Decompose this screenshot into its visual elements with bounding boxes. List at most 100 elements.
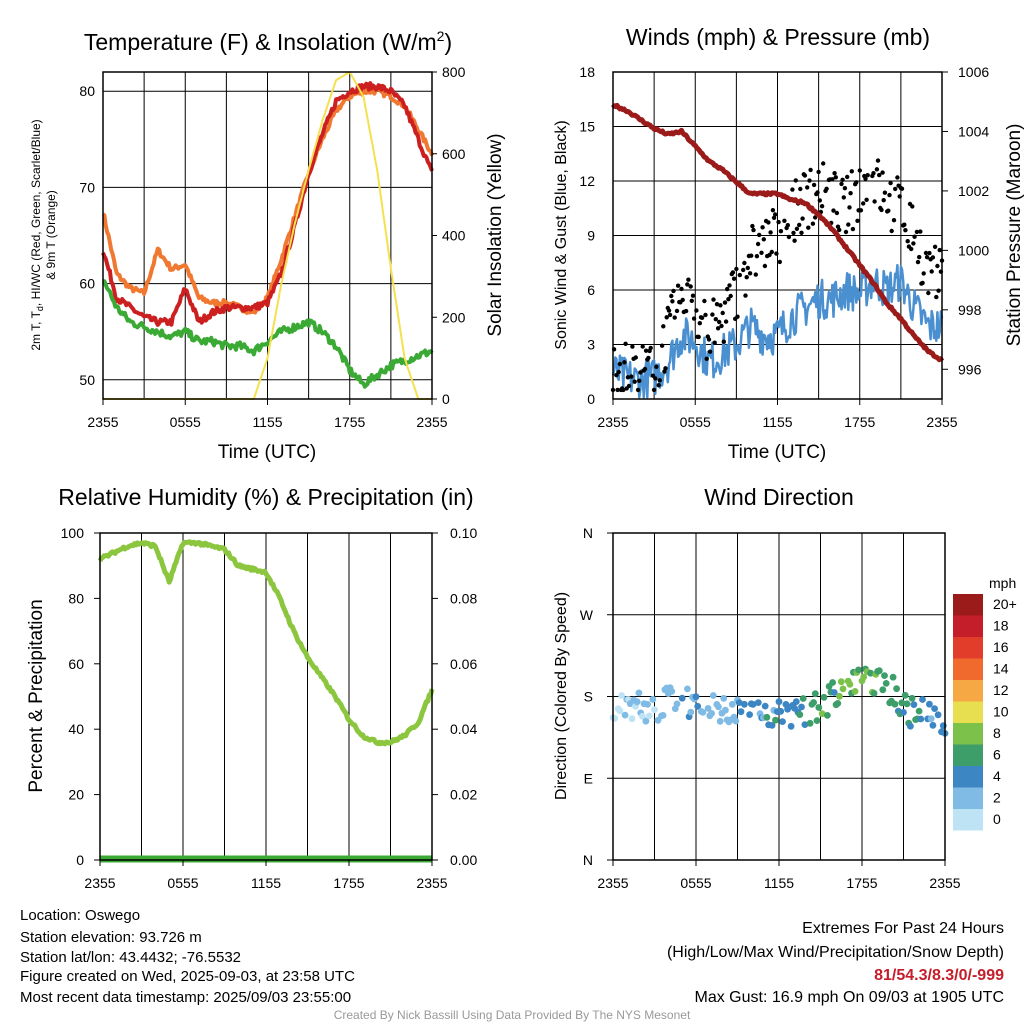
gust-point	[731, 276, 737, 281]
legend-label: 2	[993, 790, 1001, 806]
gust-point	[642, 366, 648, 372]
gust-point	[730, 270, 736, 275]
y-tick-label-right: 998	[958, 302, 982, 318]
gust-point	[630, 344, 635, 349]
gust-point	[718, 303, 723, 308]
credit-line: Created By Nick Bassill Using Data Provi…	[334, 1008, 691, 1022]
y-tick-label-left: 9	[587, 228, 595, 244]
gust-point	[924, 255, 930, 260]
gust-point	[937, 247, 942, 253]
gust-point	[741, 267, 746, 273]
direction-point	[768, 722, 776, 729]
direction-point	[910, 701, 918, 708]
humidity-panel: Relative Humidity (%) & Precipitation (i…	[26, 484, 477, 891]
gust-point	[874, 167, 880, 172]
direction-point	[633, 698, 641, 706]
gust-point	[706, 337, 712, 342]
direction-point	[815, 704, 823, 711]
info-elevation: Station elevation: 93.726 m	[20, 929, 202, 946]
y-tick-label-left: N	[583, 525, 593, 541]
gust-point	[857, 168, 862, 173]
direction-point	[801, 721, 809, 728]
direction-point	[735, 699, 743, 706]
wind-series	[610, 102, 945, 399]
direction-point	[694, 702, 702, 710]
gust-point	[794, 226, 800, 231]
gust-point	[664, 315, 669, 320]
x-tick-label: 2355	[929, 875, 960, 891]
extremes-box: Extremes For Past 24 Hours (High/Low/Max…	[667, 920, 1004, 1006]
y-tick-label-right: 1006	[958, 64, 989, 80]
gust-point	[770, 208, 776, 213]
direction-point	[830, 689, 838, 696]
direction-point	[917, 715, 925, 723]
direction-point	[836, 692, 843, 700]
gust-point	[715, 326, 721, 331]
gust-point	[749, 253, 754, 258]
gust-point	[815, 190, 820, 195]
legend-label: 16	[993, 639, 1009, 655]
gust-point	[817, 198, 822, 203]
direction-point	[837, 678, 845, 686]
y-tick-label-right: 0	[442, 391, 450, 407]
max-gust: Max Gust: 16.9 mph On 09/03 at 1905 UTC	[695, 989, 1005, 1006]
legend-swatch	[953, 680, 983, 702]
gust-point	[909, 246, 914, 252]
gust-point	[707, 349, 713, 354]
gust-point	[930, 255, 936, 260]
legend-swatch	[953, 701, 983, 723]
gust-point	[832, 171, 837, 176]
gust-point	[757, 232, 762, 238]
gust-point	[625, 375, 631, 380]
gust-point	[657, 378, 662, 383]
gust-point	[843, 229, 849, 235]
x-tick-label: 0555	[680, 414, 711, 430]
gust-point	[689, 298, 694, 303]
gust-point	[887, 192, 892, 198]
y-tick-label-left: S	[584, 689, 593, 705]
direction-point	[761, 702, 769, 710]
x-tick-label: 1755	[844, 414, 875, 430]
gust-point	[926, 290, 931, 296]
direction-point	[824, 712, 831, 719]
direction-point	[628, 715, 636, 723]
direction-series	[609, 665, 949, 737]
x-tick-label: 1155	[762, 414, 792, 430]
gust-point	[797, 222, 802, 228]
gust-point	[679, 286, 684, 292]
gust-point	[912, 234, 917, 239]
y-tick-label-right: 0.06	[450, 656, 477, 672]
direction-point	[792, 698, 800, 705]
gust-point	[714, 302, 720, 307]
direction-point	[879, 686, 887, 694]
gust-point	[805, 185, 810, 190]
x-tick-label: 2355	[87, 414, 118, 430]
x-tick-label: 2355	[926, 414, 957, 430]
gust-point	[848, 191, 853, 196]
gust-point	[663, 366, 668, 371]
gust-point	[723, 319, 729, 324]
gust-point	[834, 210, 840, 216]
direction-point	[851, 688, 859, 695]
direction-point	[882, 680, 890, 687]
gust-point	[917, 254, 922, 260]
gust-point	[747, 271, 753, 276]
extremes-subtitle: (High/Low/Max Wind/Precipitation/Snow De…	[667, 944, 1004, 961]
gust-point	[776, 219, 781, 225]
wind-title: Winds (mph) & Pressure (mb)	[626, 24, 930, 50]
direction-point	[716, 717, 724, 725]
y-tick-label-left: 60	[79, 276, 95, 292]
direction-point	[934, 711, 942, 719]
gust-point	[847, 205, 852, 210]
direction-point	[813, 717, 821, 724]
station-info: Location: Oswego Station elevation: 93.7…	[20, 907, 355, 1006]
direction-point	[889, 673, 897, 681]
temperature-tick-labels: 2355 0555 1155 1755 235550607080020040060080…	[79, 64, 465, 430]
x-tick-label: 2355	[597, 875, 628, 891]
y-tick-label-left: 60	[68, 656, 84, 672]
y-tick-label-left: 12	[579, 173, 595, 189]
gust-point	[737, 272, 742, 278]
x-tick-label: 1755	[334, 414, 365, 430]
gust-point	[891, 218, 897, 223]
gust-point	[840, 177, 845, 182]
